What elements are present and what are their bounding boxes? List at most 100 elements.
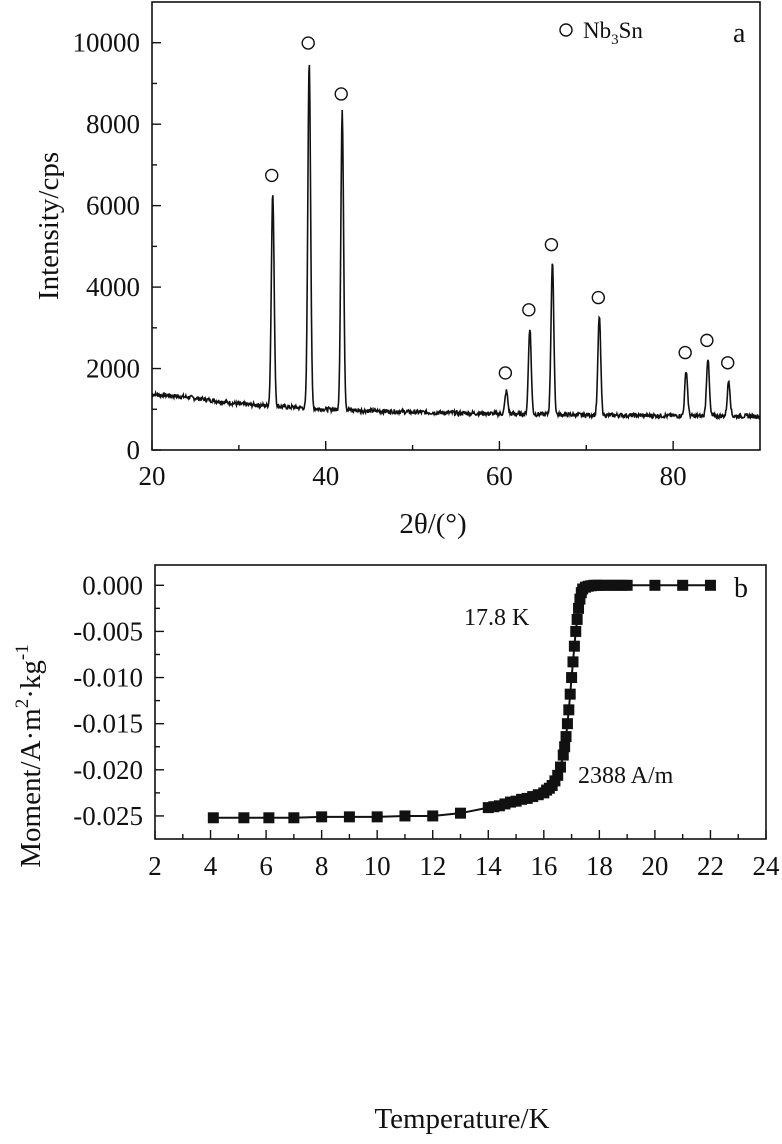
data-point-square: [599, 579, 611, 591]
data-point-square: [532, 789, 544, 801]
xrd-tick-labels: 20 40 60 80 0 2000 4000 6000 8000 10000: [73, 28, 687, 491]
data-point-square: [574, 593, 586, 605]
data-point-square: [561, 718, 573, 730]
data-point-square: [510, 795, 522, 807]
moment-x-tick-label: 14: [475, 851, 503, 881]
xrd-y-tick-label: 4000: [86, 272, 140, 302]
xrd-x-tick-label: 40: [312, 461, 339, 491]
data-point-square: [564, 688, 576, 700]
moment-plot-frame: [154, 564, 767, 840]
data-point-square: [455, 807, 466, 819]
peak-marker-circle: [678, 345, 692, 360]
peak-marker-circle: [591, 290, 606, 305]
data-point-square: [557, 749, 569, 761]
moment-y-tick-label: -0.025: [73, 801, 143, 831]
xrd-x-tick-label: 20: [139, 461, 166, 491]
moment-y-tick-label: -0.020: [73, 755, 143, 785]
data-point-square: [521, 792, 533, 804]
data-point-square: [563, 704, 575, 716]
data-point-square: [621, 579, 633, 591]
data-point-square: [567, 656, 579, 668]
moment-ticks: [154, 584, 767, 839]
data-point-square: [504, 796, 516, 808]
xrd-x-tick-label: 60: [486, 461, 513, 491]
peak-marker-circle: [265, 168, 279, 183]
moment-x-tick-label: 2: [148, 851, 162, 881]
xrd-peak-markers: [265, 36, 735, 380]
data-point-square: [263, 812, 275, 824]
peak-marker-circle: [721, 356, 735, 370]
data-point-square: [427, 810, 439, 822]
data-point-square: [316, 811, 328, 823]
data-point-square: [238, 812, 250, 824]
xrd-y-axis-label: Intensity/cps: [33, 152, 65, 300]
xrd-chart: 20 40 60 80 0 2000 4000 6000 8000 10000 Nb3Sn a I…: [33, 1, 761, 540]
xrd-legend: Nb3Sn: [559, 18, 643, 48]
data-point-square: [516, 793, 528, 805]
peak-marker-circle: [544, 237, 559, 252]
panel-label-a: a: [733, 18, 746, 49]
data-point-square: [593, 579, 605, 591]
data-point-square: [604, 579, 616, 591]
moment-tick-labels: 2 4 6 8 10 12 14 16 18 20 22 240.000-0.005-0.010-0.…: [73, 570, 780, 881]
moment-x-tick-label: 20: [641, 851, 668, 881]
moment-x-tick-label: 18: [586, 851, 613, 881]
data-point-square: [554, 761, 566, 773]
peak-marker-circle: [498, 366, 513, 380]
moment-y-tick-label: 0.000: [82, 570, 143, 600]
data-point-square: [677, 579, 689, 591]
data-point-square: [570, 625, 582, 637]
data-point-square: [552, 769, 564, 781]
moment-x-tick-label: 4: [204, 851, 218, 881]
data-point-square: [527, 791, 539, 803]
moment-x-axis-label: Temperature/K: [374, 1103, 549, 1135]
moment-y-tick-label: -0.010: [73, 663, 143, 693]
data-point-square: [649, 579, 661, 591]
peak-marker-circle: [700, 333, 714, 348]
data-point-square: [499, 798, 511, 810]
data-point-square: [559, 741, 571, 753]
xrd-ticks: [151, 42, 674, 451]
peak-marker-circle: [334, 87, 348, 101]
data-point-square: [288, 812, 300, 824]
xrd-x-tick-label: 80: [660, 461, 687, 491]
xrd-y-tick-label: 10000: [73, 28, 141, 58]
xrd-y-tick-label: 8000: [86, 109, 140, 139]
data-point-square: [549, 775, 561, 787]
moment-x-tick-label: 6: [259, 851, 273, 881]
moment-x-tick-label: 12: [419, 851, 446, 881]
data-point-square: [399, 810, 411, 822]
data-point-square: [571, 613, 583, 625]
moment-y-axis-label: Moment/A·m2·kg-1: [12, 644, 47, 868]
moment-x-tick-label: 22: [697, 851, 724, 881]
data-point-square: [573, 602, 585, 614]
peak-marker-circle: [301, 36, 315, 50]
xrd-y-tick-label: 2000: [86, 354, 140, 384]
annotation-transition-temperature: 17.8 K: [464, 605, 530, 631]
data-point-square: [566, 672, 578, 684]
peak-marker-circle: [522, 303, 536, 317]
data-point-square: [207, 812, 219, 824]
xrd-x-axis-label: 2θ/(°): [399, 508, 466, 540]
data-point-square: [371, 811, 383, 823]
moment-x-tick-label: 24: [753, 851, 781, 881]
xrd-plot-frame: [151, 1, 761, 451]
xrd-y-tick-label: 0: [127, 435, 141, 465]
legend-open-circle-icon: [559, 23, 573, 37]
magnetization-chart: 2 4 6 8 10 12 14 16 18 20 22 240.000-0.005-0.010-0.…: [12, 564, 780, 1135]
legend-label: Nb3Sn: [583, 18, 643, 48]
moment-x-tick-label: 10: [364, 851, 391, 881]
moment-x-tick-label: 8: [315, 851, 329, 881]
data-point-square: [343, 811, 355, 823]
moment-y-tick-label: -0.015: [73, 709, 143, 739]
data-point-square: [560, 731, 572, 743]
data-point-square: [704, 579, 716, 591]
data-point-square: [610, 579, 622, 591]
data-point-square: [568, 640, 580, 652]
annotation-applied-field: 2388 A/m: [578, 763, 674, 789]
moment-series-points: [207, 579, 716, 824]
data-point-square: [616, 579, 628, 591]
panel-label-b: b: [734, 573, 748, 604]
data-point-square: [488, 801, 500, 813]
